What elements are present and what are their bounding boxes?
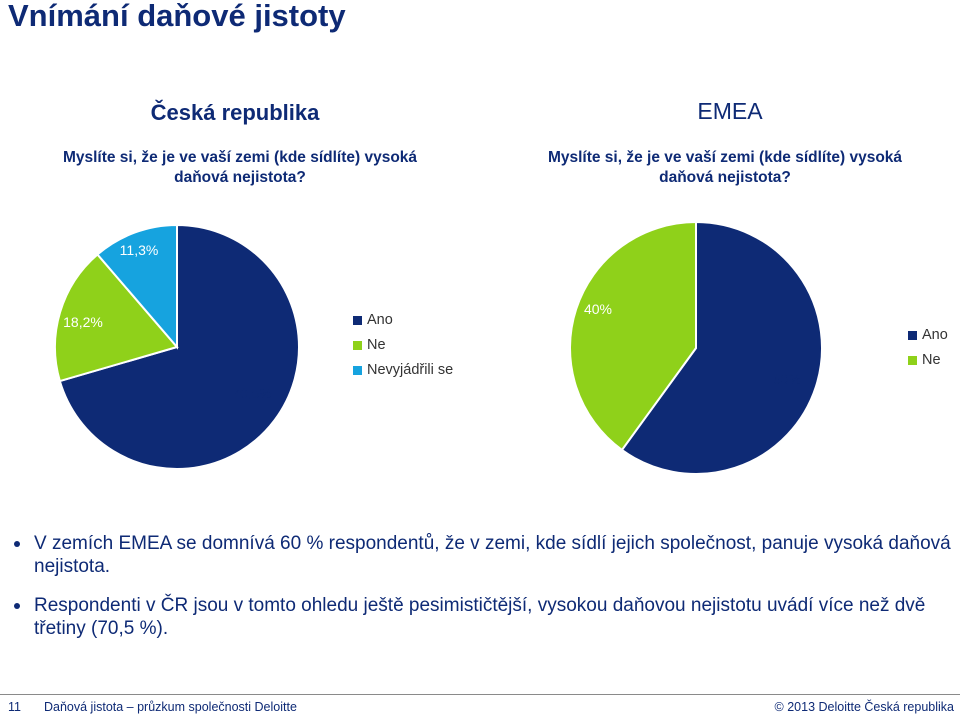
emea-legend: Ano Ne	[908, 324, 948, 374]
legend-swatch-ano	[353, 315, 362, 325]
emea-question: Myslíte si, že je ve vaší zemi (kde sídl…	[547, 149, 903, 186]
bullet-text: Respondenti v ČR jsou v tomto ohledu ješ…	[34, 595, 926, 639]
emea-slice-ano	[620, 220, 823, 475]
bullet-icon	[14, 541, 20, 547]
bullet-item: V zemích EMEA se domnívá 60 % respondent…	[14, 532, 954, 578]
cz-data-label: 11,3%	[120, 242, 159, 258]
bullet-item: Respondenti v ČR jsou v tomto ohledu ješ…	[14, 594, 954, 640]
emea-data-label: 60%	[773, 371, 801, 387]
footer-title: Daňová jistota – průzkum společnosti Del…	[44, 700, 297, 714]
legend-item-ne: Ne	[353, 334, 453, 356]
cz-data-label: 70,5%	[232, 385, 272, 401]
cz-chart-title: Česká republika	[150, 100, 320, 125]
cz-question: Myslíte si, že je ve vaší zemi (kde sídl…	[62, 149, 418, 186]
legend-swatch-ano	[908, 330, 917, 340]
summary-bullets: V zemích EMEA se domnívá 60 % respondent…	[14, 532, 954, 656]
footer-divider	[0, 694, 960, 695]
bullet-text: V zemích EMEA se domnívá 60 % respondent…	[34, 533, 951, 577]
legend-item-ano: Ano	[908, 324, 948, 346]
cz-legend: Ano Ne Nevyjádřili se	[353, 309, 453, 384]
cz-slice-nevyjdilise	[96, 223, 178, 350]
legend-swatch-ne	[908, 355, 917, 365]
page-number: 11	[8, 700, 21, 714]
bullet-icon	[14, 603, 20, 609]
legend-label: Ano	[922, 327, 948, 343]
cz-slice-ano	[58, 223, 300, 470]
legend-item-nevyjadrili: Nevyjádřili se	[353, 359, 453, 381]
legend-item-ne: Ne	[908, 349, 948, 371]
cz-data-label: 18,2%	[63, 314, 103, 330]
pie-charts: 70,5% 18,2% 11,3% 60% 40%	[54, 220, 823, 475]
legend-label: Ne	[922, 352, 941, 368]
emea-slice-ne	[569, 220, 697, 452]
emea-data-label: 40%	[584, 301, 612, 317]
legend-swatch-ne	[353, 340, 362, 350]
page-title: Vnímání daňové jistoty	[8, 0, 346, 33]
cz-slice-ne	[54, 253, 179, 383]
emea-chart-title: EMEA	[697, 98, 763, 124]
footer-copyright: © 2013 Deloitte Česká republika	[774, 700, 954, 714]
legend-label: Nevyjádřili se	[367, 362, 454, 378]
legend-swatch-nevyjadrili	[353, 365, 362, 375]
legend-label: Ne	[367, 337, 386, 353]
legend-label: Ano	[367, 312, 393, 328]
legend-item-ano: Ano	[353, 309, 453, 331]
